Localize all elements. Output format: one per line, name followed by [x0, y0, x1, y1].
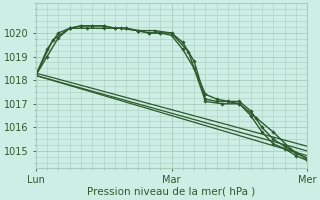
- X-axis label: Pression niveau de la mer( hPa ): Pression niveau de la mer( hPa ): [87, 187, 256, 197]
